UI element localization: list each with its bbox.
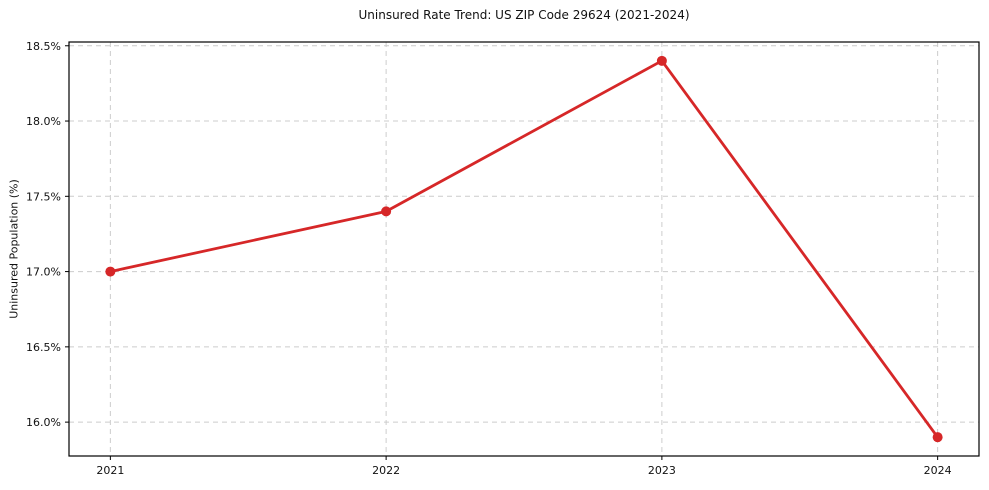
y-tick-label: 16.5% [26,341,61,354]
x-tick-label: 2024 [924,464,952,477]
plot-border [68,41,980,457]
data-point [932,432,943,443]
x-tick-label: 2022 [372,464,400,477]
data-point [105,266,116,277]
data-point [381,206,392,217]
y-tick-label: 17.5% [26,190,61,203]
chart-title: Uninsured Rate Trend: US ZIP Code 29624 … [358,8,690,22]
y-tick-label: 17.0% [26,266,61,279]
trend-line [108,59,940,439]
x-tick-label: 2021 [96,464,124,477]
y-tick-label: 18.0% [26,115,61,128]
x-tick-label: 2023 [648,464,676,477]
y-tick-label: 18.5% [26,40,61,53]
y-tick-label: 16.0% [26,416,61,429]
data-point [656,55,667,66]
